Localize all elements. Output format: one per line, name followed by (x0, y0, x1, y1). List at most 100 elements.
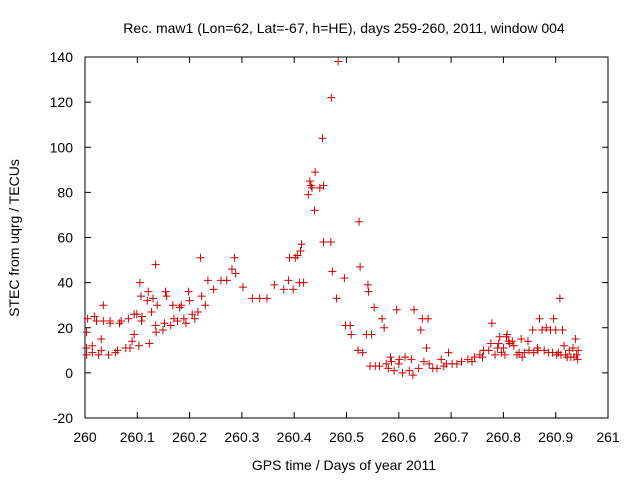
x-tick-label: 260 (73, 429, 97, 445)
data-points (82, 57, 583, 380)
data-point (99, 301, 108, 310)
y-tick-label: 120 (50, 94, 74, 110)
data-point (387, 357, 396, 366)
x-tick-label: 260.5 (329, 429, 364, 445)
x-axis-label: GPS time / Days of year 2011 (252, 457, 436, 473)
data-point (375, 362, 384, 371)
data-point (97, 335, 106, 344)
data-point (346, 321, 355, 330)
data-point (401, 353, 410, 362)
data-point (328, 267, 337, 276)
data-point (529, 348, 538, 357)
data-point (518, 353, 527, 362)
data-point (358, 348, 367, 357)
data-point (137, 316, 146, 325)
data-point (231, 269, 240, 278)
data-point (499, 344, 508, 353)
data-point (363, 280, 372, 289)
y-tick-label: 140 (50, 49, 74, 65)
data-point (517, 335, 526, 344)
x-tick-label: 260.6 (381, 429, 416, 445)
y-tick-label: -20 (53, 410, 73, 426)
data-point (125, 344, 134, 353)
data-point (408, 371, 417, 380)
data-point (568, 344, 577, 353)
data-point (222, 276, 231, 285)
data-point (145, 339, 154, 348)
data-point (177, 301, 186, 310)
data-point (238, 283, 247, 292)
data-point (414, 364, 423, 373)
data-point (424, 314, 433, 323)
chart-title: Rec. maw1 (Lon=62, Lat=-67, h=HE), days … (123, 20, 565, 36)
data-point (571, 335, 580, 344)
x-tick-label: 260.4 (277, 429, 312, 445)
data-point (83, 314, 92, 323)
data-point (386, 353, 395, 362)
data-point (227, 265, 236, 274)
data-point (452, 359, 461, 368)
data-point (289, 285, 298, 294)
data-point (162, 292, 171, 301)
y-axis-label: STEC from uqrg / TECUs (6, 159, 22, 317)
data-point (398, 368, 407, 377)
data-point (106, 316, 115, 325)
data-point (551, 326, 560, 335)
data-point (90, 312, 99, 321)
data-point (422, 344, 431, 353)
x-tick-label: 260.3 (224, 429, 259, 445)
data-point (304, 190, 313, 199)
data-point (326, 238, 335, 247)
data-point (384, 364, 393, 373)
y-tick-label: 20 (57, 320, 73, 336)
data-point (503, 330, 512, 339)
data-point (432, 364, 441, 373)
data-point (230, 253, 239, 262)
data-point (538, 326, 547, 335)
data-point (166, 321, 175, 330)
data-point (279, 285, 288, 294)
data-point (509, 341, 518, 350)
data-point (130, 330, 139, 339)
data-point (270, 280, 279, 289)
data-point (117, 316, 126, 325)
x-axis-ticks: 260 260.1 260.2 260.3 260.4 260.5 260.6 260.7 26… (73, 57, 620, 445)
data-point (470, 353, 479, 362)
data-point (161, 287, 170, 296)
data-point (378, 314, 387, 323)
data-point (197, 292, 206, 301)
data-point (135, 278, 144, 287)
data-point (419, 357, 428, 366)
x-tick-label: 260.1 (120, 429, 155, 445)
data-point (160, 319, 169, 328)
data-point (181, 319, 190, 328)
y-tick-label: 80 (57, 184, 73, 200)
data-point (444, 348, 453, 357)
x-tick-label: 260.7 (434, 429, 469, 445)
data-point (148, 294, 157, 303)
data-point (201, 301, 210, 310)
data-point (380, 323, 389, 332)
data-point (409, 305, 418, 314)
data-point (305, 177, 314, 186)
data-point (334, 57, 343, 66)
data-point (367, 330, 376, 339)
data-point (134, 341, 143, 350)
data-point (104, 350, 113, 359)
data-point (463, 355, 472, 364)
data-point (193, 307, 202, 316)
data-point (296, 247, 305, 256)
data-point (132, 310, 141, 319)
data-point (486, 339, 495, 348)
data-point (185, 296, 194, 305)
data-point (478, 353, 487, 362)
data-point (203, 276, 212, 285)
data-point (88, 341, 97, 350)
data-point (284, 276, 293, 285)
data-point (390, 366, 399, 375)
data-point (573, 355, 582, 364)
data-point (82, 350, 91, 359)
data-point (508, 337, 517, 346)
data-point (82, 344, 91, 353)
